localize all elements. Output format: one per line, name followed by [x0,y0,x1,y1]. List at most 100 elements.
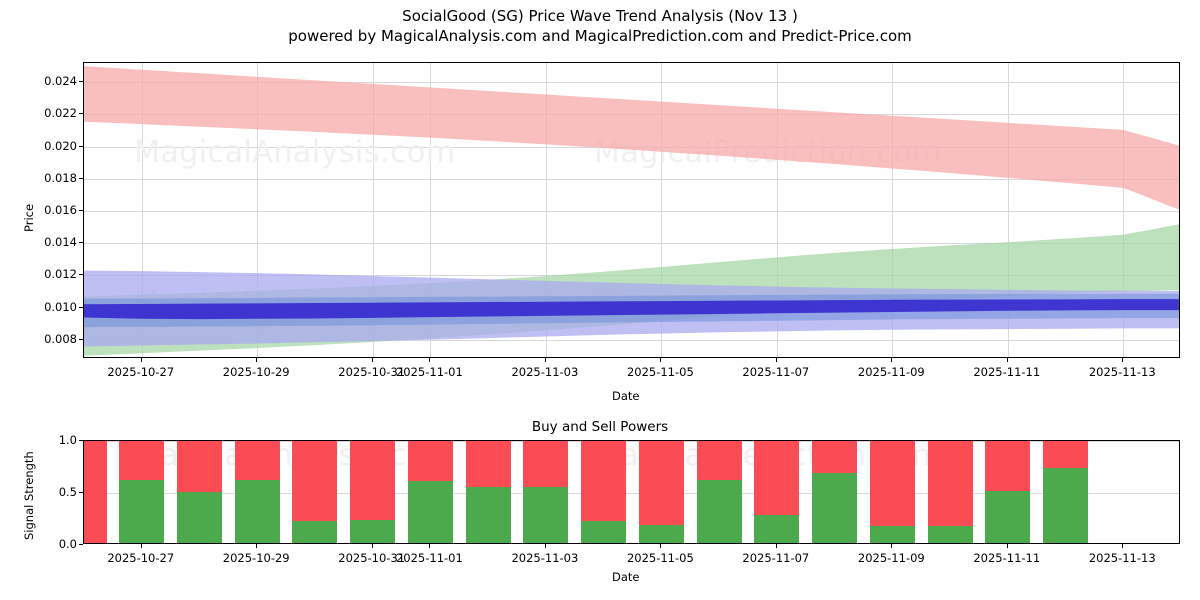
signal-bar[interactable] [523,441,569,543]
buy-power-segment [696,479,742,543]
ax1-y-tick-label: 0.014 [44,235,77,250]
signal-bar[interactable] [350,441,396,543]
lower-chart-title: Buy and Sell Powers [531,419,669,435]
ax1-x-tick [1006,358,1008,362]
ax1-x-tick [256,358,258,362]
ax1-x-tick-label: 2025-11-05 [626,365,694,379]
buy-power-segment [176,492,222,543]
buy-power-segment [234,479,280,543]
ax1-y-tick [79,274,83,276]
sell-power-segment [638,441,684,526]
signal-bar[interactable] [869,441,915,543]
ax1-gridline-v [661,63,663,357]
ax1-gridline-h [84,178,1179,180]
ax2-x-tick-label: 2025-11-07 [742,551,810,565]
ax2-y-tick [79,440,83,441]
ax2-y-tick-label: 1.0 [58,433,77,447]
band-resistance-band-upper [84,66,1179,210]
sell-power-segment [176,441,222,493]
ax2-x-tick-label: 2025-11-03 [511,551,579,565]
band-inner-price-wave [84,299,1179,320]
ax2-x-tick-label: 2025-10-29 [222,551,290,565]
ax1-x-tick [140,358,142,362]
sell-power-segment [869,441,915,527]
sell-power-segment [84,441,107,543]
ax1-x-tick-label: 2025-11-09 [857,365,925,379]
signal-bar[interactable] [234,441,280,543]
ax2-gridline-h [84,441,1179,442]
ax1-x-axis-label: Date [612,389,640,403]
sell-power-segment [234,441,280,480]
signal-bar[interactable] [812,441,858,543]
ax1-x-tick-label: 2025-10-29 [222,365,290,379]
ax1-x-tick [544,358,546,362]
sell-power-segment [754,441,800,515]
signal-bar[interactable] [84,441,107,543]
buy-power-segment [927,526,973,543]
signal-bar[interactable] [407,441,453,543]
ax1-x-tick [660,358,662,362]
sell-power-segment [350,441,396,521]
ax1-x-tick-label: 2025-11-11 [973,365,1041,379]
sell-power-segment [1043,441,1089,469]
ax2-y-tick [79,492,83,493]
ax1-x-tick [429,358,431,362]
sell-power-segment [119,441,165,480]
sell-power-segment [812,441,858,474]
signal-bar[interactable] [1043,441,1089,543]
ax2-x-tick [1122,544,1124,548]
ax1-y-tick-label: 0.020 [44,138,77,153]
ax1-gridline-v [545,63,547,357]
buy-power-segment [407,480,453,543]
signal-bar[interactable] [292,441,338,543]
ax1-y-axis-label: Price [22,203,36,232]
signal-bar[interactable] [985,441,1031,543]
ax1-y-tick-label: 0.012 [44,267,77,282]
ax1-gridline-v [430,63,432,357]
sell-power-segment [581,441,627,522]
ax1-y-tick [79,210,83,211]
ax1-y-tick [79,242,83,244]
buy-power-segment [523,486,569,543]
ax2-x-tick [660,544,662,548]
ax1-gridline-v [1123,63,1125,357]
ax2-x-tick-label: 2025-10-27 [107,551,175,565]
signal-bar[interactable] [465,441,511,543]
signal-bar[interactable] [696,441,742,543]
signal-bar[interactable] [119,441,165,543]
ax1-gridline-v [1007,63,1009,357]
ax2-x-tick-label: 2025-11-05 [626,551,694,565]
ax2-y-tick [79,544,83,545]
signal-bar[interactable] [754,441,800,543]
buy-power-segment [754,514,800,543]
ax1-x-tick [775,358,777,362]
signal-bar[interactable] [638,441,684,543]
signal-bar[interactable] [581,441,627,543]
sell-power-segment [407,441,453,481]
signal-bar[interactable] [176,441,222,543]
ax1-x-tick-label: 2025-11-01 [395,365,463,379]
ax1-gridline-v [372,63,374,357]
ax2-x-tick-label: 2025-11-11 [973,551,1041,565]
buy-power-segment [465,486,511,543]
ax1-y-tick [79,81,83,83]
ax1-x-tick [371,358,373,362]
ax2-x-tick [775,544,777,548]
ax2-x-tick-label: 2025-11-13 [1088,551,1156,565]
ax1-gridline-h [84,243,1179,245]
ax1-y-tick [79,177,83,179]
ax2-x-tick-label: 2025-11-09 [857,551,925,565]
ax1-y-tick [79,113,83,115]
buy-power-segment [350,520,396,543]
price-bands-svg [84,66,1179,356]
sell-power-segment [465,441,511,487]
ax1-y-tick [79,338,83,340]
ax1-gridline-v [776,63,778,357]
ax1-x-tick-label: 2025-11-07 [742,365,810,379]
page-subtitle: powered by MagicalAnalysis.com and Magic… [288,27,912,45]
ax1-y-tick-label: 0.024 [44,74,77,89]
ax2-x-axis-label: Date [612,570,640,584]
buy-sell-powers-chart: MagicalAnalysis.com MagicalPrediction.co… [83,440,1180,544]
signal-bar[interactable] [927,441,973,543]
